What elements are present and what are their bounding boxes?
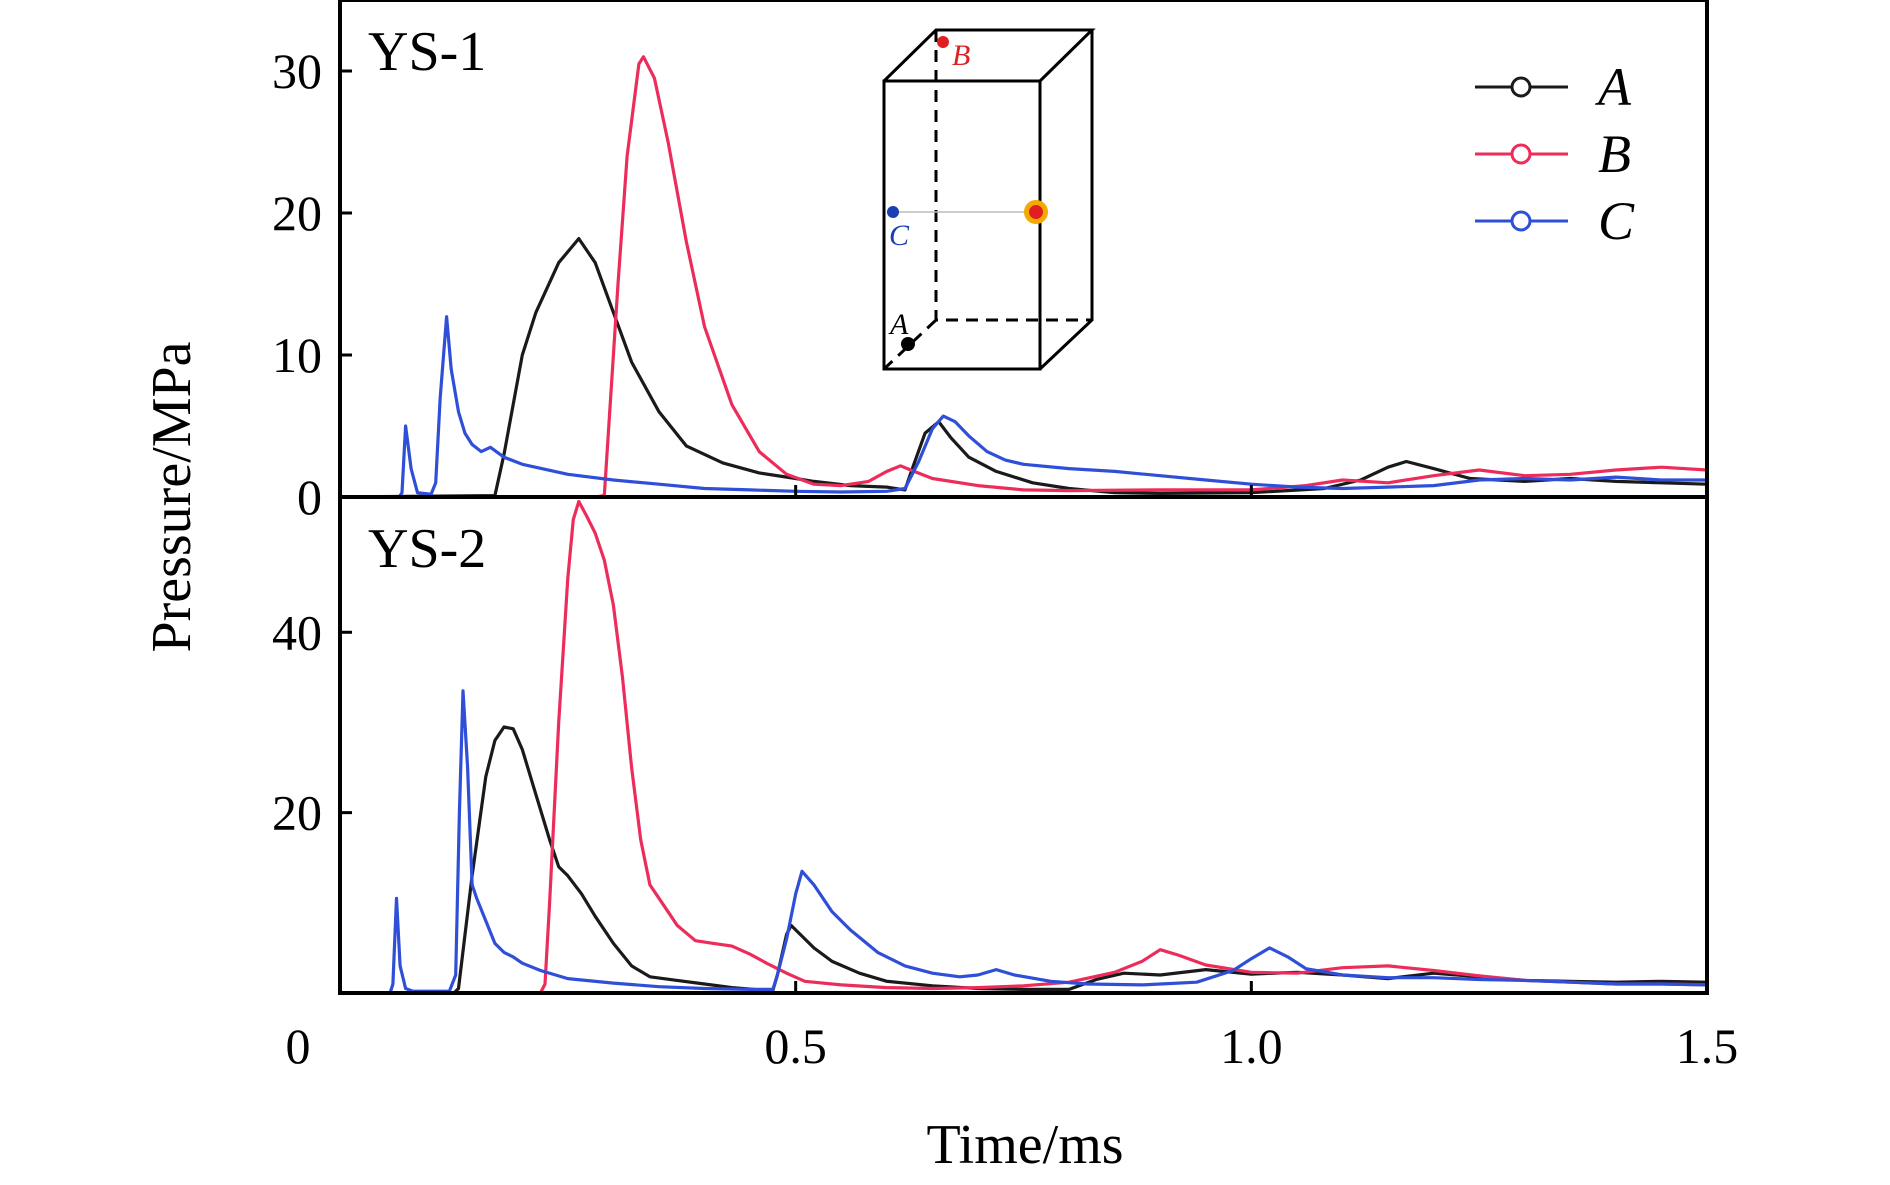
detonation-point-core <box>1029 205 1043 219</box>
y-axis-title: Pressure/MPa <box>141 341 203 652</box>
panel-ys-1: YS-1 <box>338 21 1709 499</box>
series-line-ys-2-a <box>338 725 1709 995</box>
y-tick-label: 40 <box>272 604 322 660</box>
inset-box-diagram: B C A <box>882 28 1096 371</box>
series-line-ys-1-a <box>338 237 1709 499</box>
legend-marker-c <box>1510 210 1532 232</box>
panel-label-ys-2: YS-2 <box>368 518 486 580</box>
sensor-a-marker <box>901 337 915 351</box>
y-tick-label: 0 <box>297 469 322 525</box>
legend-marker-a <box>1510 76 1532 98</box>
series-line-ys-1-c <box>338 315 1709 499</box>
x-tick-label: 1.5 <box>1676 1018 1739 1074</box>
panel-label-ys-1: YS-1 <box>368 21 486 83</box>
legend: ABC <box>1475 57 1635 251</box>
x-tick-label: 0.5 <box>764 1018 827 1074</box>
x-axis-title: Time/ms <box>926 1114 1123 1176</box>
panel-ys-2: YS-2 <box>338 499 1709 995</box>
inset-label-a: A <box>888 308 909 341</box>
y-tick-label: 30 <box>272 43 322 99</box>
series-line-ys-1-b <box>338 55 1709 499</box>
x-tick-label: 0 <box>286 1018 311 1074</box>
inset-label-b: B <box>952 39 970 72</box>
series-line-ys-2-b <box>338 499 1709 995</box>
y-tick-label: 20 <box>272 185 322 241</box>
legend-marker-b <box>1510 143 1532 165</box>
sensor-c-marker <box>887 206 899 218</box>
x-tick-label: 1.0 <box>1220 1018 1283 1074</box>
y-tick-label: 20 <box>272 785 322 841</box>
sensor-b-marker <box>937 36 949 48</box>
legend-label-a: A <box>1595 57 1632 117</box>
legend-label-b: B <box>1598 124 1631 184</box>
legend-label-c: C <box>1598 191 1635 251</box>
series-line-ys-2-c <box>338 689 1709 995</box>
inset-label-c: C <box>889 219 910 252</box>
y-tick-label: 10 <box>272 327 322 383</box>
